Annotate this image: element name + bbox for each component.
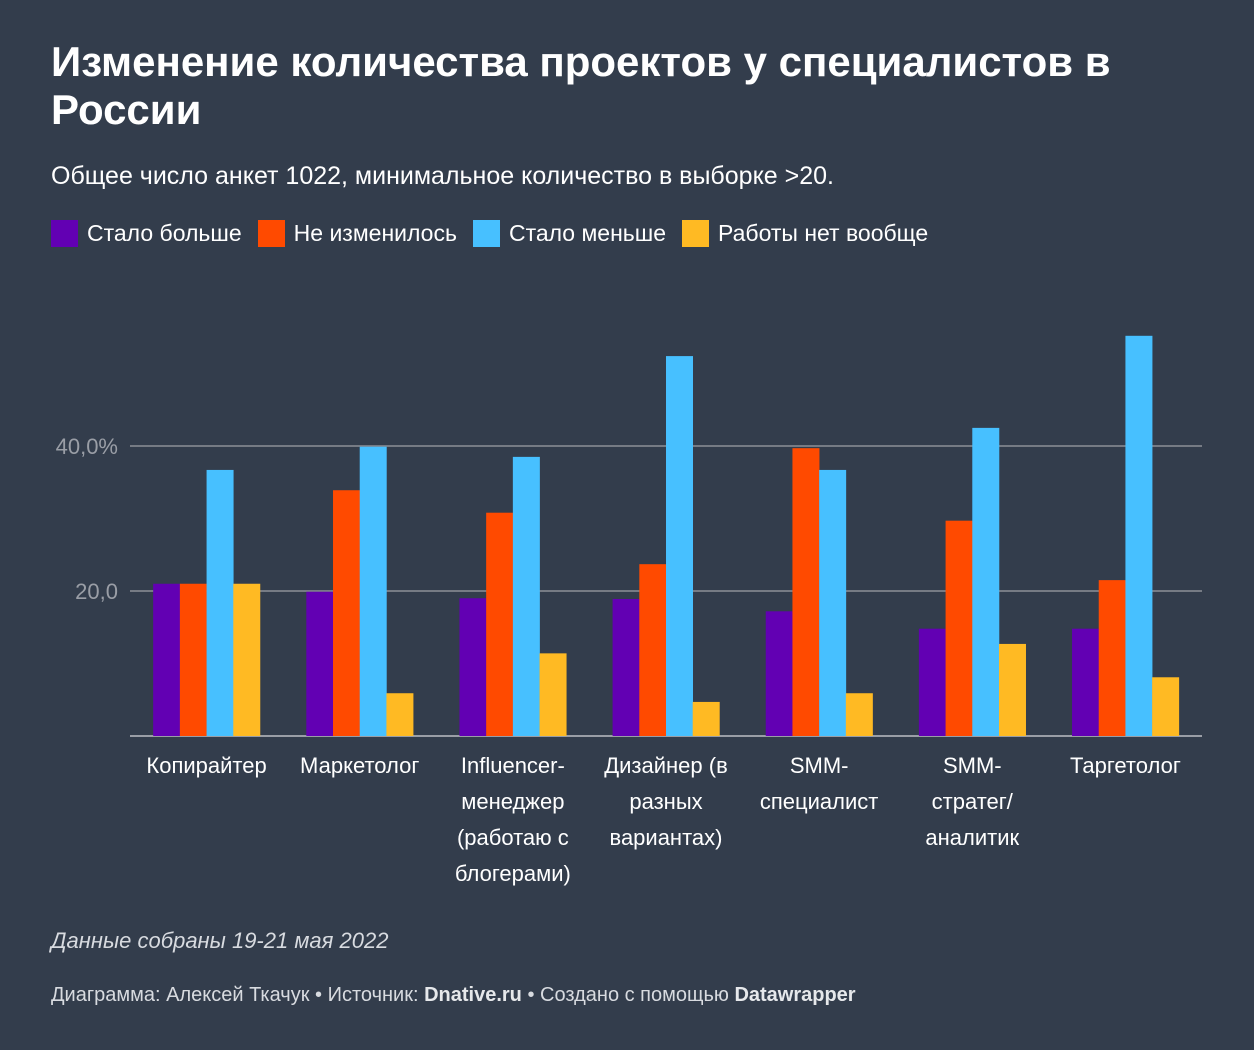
bar bbox=[612, 598, 640, 736]
bar bbox=[459, 598, 487, 736]
bar bbox=[972, 427, 1000, 736]
x-tick-label: Копирайтер bbox=[146, 753, 266, 778]
bar bbox=[845, 693, 873, 736]
legend-label: Стало меньше bbox=[508, 220, 667, 246]
y-tick-label: 20,0 bbox=[75, 579, 118, 604]
bar bbox=[792, 448, 820, 736]
bar bbox=[512, 456, 540, 736]
made-with-label: Создано с помощью bbox=[540, 984, 735, 1006]
bar bbox=[386, 693, 414, 736]
bar bbox=[179, 583, 207, 736]
chart-subtitle: Общее число анкет 1022, минимальное коли… bbox=[51, 162, 834, 190]
x-tick-label: Дизайнер (в разных вариантах) bbox=[604, 753, 728, 850]
bar bbox=[486, 512, 514, 736]
legend-item: Не изменилось bbox=[257, 220, 457, 247]
bar bbox=[765, 611, 793, 736]
legend-item: Стало меньше bbox=[472, 220, 667, 247]
bar bbox=[359, 446, 387, 736]
bar bbox=[639, 564, 667, 736]
x-tick-label: Influencer-менеджер (работаю с блогерами) bbox=[455, 753, 571, 886]
datawrapper-link[interactable]: Datawrapper bbox=[734, 984, 856, 1006]
x-tick-label: SMM-специалист bbox=[760, 753, 878, 814]
x-tick-label: Таргетолог bbox=[1070, 753, 1181, 778]
legend: Стало больше Не изменилось Стало меньше Раб… bbox=[51, 220, 928, 247]
y-tick-label: 40,0% bbox=[56, 434, 118, 459]
bar bbox=[233, 583, 261, 736]
bar bbox=[1098, 580, 1126, 736]
bar bbox=[153, 583, 181, 736]
bar bbox=[918, 628, 946, 736]
bar bbox=[206, 469, 234, 736]
bar bbox=[666, 356, 693, 736]
source-label: Источник: bbox=[327, 984, 425, 1006]
bar bbox=[945, 520, 973, 736]
footer: Диаграмма: Алексей Ткачук • Источник: Dn… bbox=[51, 984, 856, 1007]
separator: • bbox=[309, 984, 328, 1006]
bar bbox=[998, 643, 1026, 736]
bar bbox=[333, 490, 361, 736]
bar bbox=[1125, 335, 1153, 736]
bar bbox=[692, 701, 720, 736]
source-link[interactable]: Dnative.ru bbox=[424, 984, 522, 1006]
legend-item: Работы нет вообще bbox=[682, 220, 928, 247]
footer-author: Диаграмма: Алексей Ткачук bbox=[51, 984, 310, 1006]
legend-swatch bbox=[682, 220, 710, 247]
legend-label: Работы нет вообще bbox=[718, 220, 929, 246]
separator: • bbox=[521, 984, 541, 1006]
bar bbox=[819, 469, 847, 736]
bar bbox=[1072, 628, 1100, 736]
legend-swatch bbox=[257, 220, 285, 247]
legend-swatch bbox=[51, 220, 78, 247]
legend-label: Стало больше bbox=[87, 220, 242, 246]
legend-item: Стало больше bbox=[51, 220, 242, 247]
data-note: Данные собраны 19-21 мая 2022 bbox=[51, 928, 389, 953]
bar bbox=[1152, 677, 1180, 736]
x-tick-label: Маркетолог bbox=[300, 753, 419, 778]
x-tick-label: SMM-стратег/аналитик bbox=[925, 753, 1019, 850]
legend-swatch bbox=[472, 220, 500, 247]
legend-label: Не изменилось bbox=[293, 220, 457, 246]
bar bbox=[539, 653, 567, 736]
bar bbox=[306, 591, 334, 736]
chart-title: Изменение количества проектов у специали… bbox=[51, 38, 1111, 133]
